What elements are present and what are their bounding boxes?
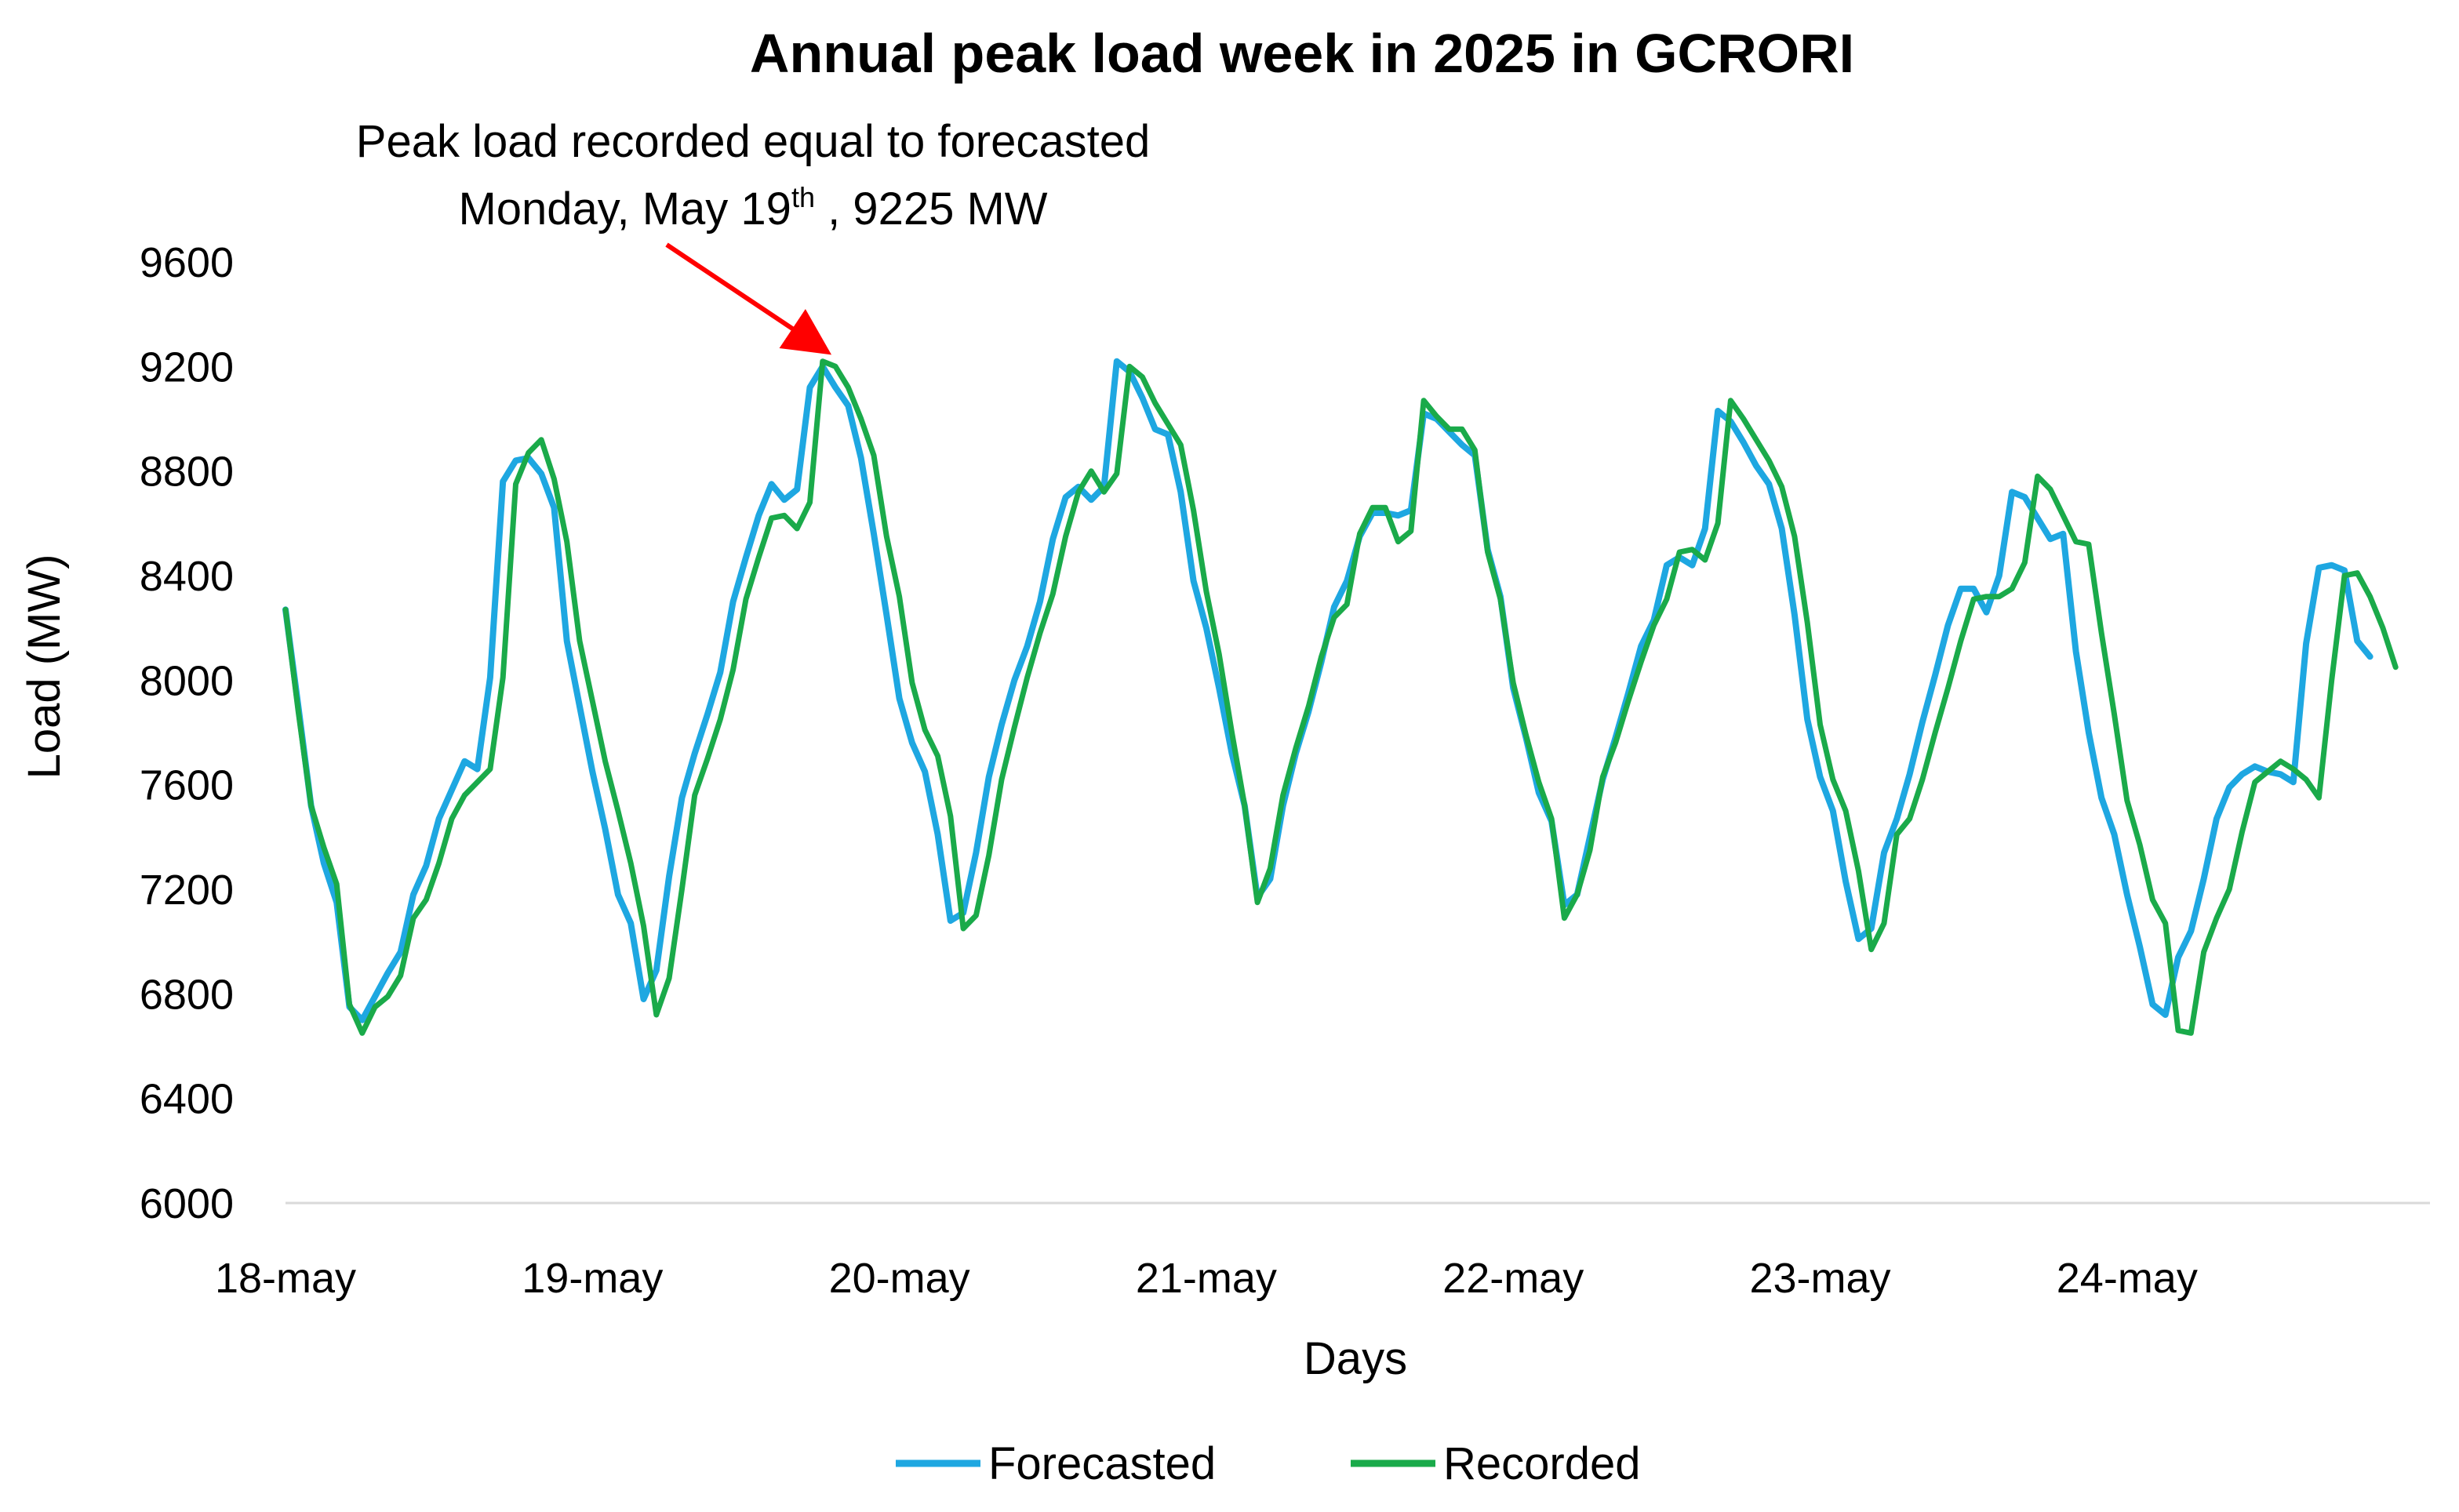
y-tick-label: 7200 bbox=[140, 867, 234, 914]
y-tick-label: 8800 bbox=[140, 449, 234, 496]
y-tick-label: 8400 bbox=[140, 553, 234, 600]
x-tick-label: 18-may bbox=[215, 1255, 356, 1302]
x-tick-label: 22-may bbox=[1442, 1255, 1584, 1302]
annotation-superscript: th bbox=[791, 181, 815, 213]
chart-title: Annual peak load week in 2025 in GCRORI bbox=[750, 23, 1854, 84]
y-axis-ticks: 9600 9200 8800 8400 8000 7600 7200 6800 6400 6000 bbox=[140, 239, 234, 1227]
legend-label-forecasted: Forecasted bbox=[988, 1438, 1216, 1489]
x-tick-label: 19-may bbox=[522, 1255, 663, 1302]
peak-annotation: Peak load recorded equal to forecasted M… bbox=[356, 116, 1150, 355]
legend-label-recorded: Recorded bbox=[1443, 1438, 1640, 1489]
series-line-forecasted bbox=[282, 358, 2374, 1023]
annotation-date: Monday, May 19 bbox=[458, 184, 791, 234]
y-tick-label: 9600 bbox=[140, 239, 234, 286]
y-tick-label: 8000 bbox=[140, 657, 234, 704]
annotation-line-2: Monday, May 19th , 9225 MW bbox=[458, 181, 1047, 234]
x-tick-label: 20-may bbox=[829, 1255, 970, 1302]
x-axis-ticks: 18-may 19-may 20-may 21-may 22-may 23-may 24-m… bbox=[215, 1255, 2198, 1302]
x-axis-label: Days bbox=[1304, 1333, 1407, 1384]
series-line-recorded bbox=[282, 358, 2399, 1036]
annotation-value: , 9225 MW bbox=[815, 184, 1048, 234]
x-tick-label: 24-may bbox=[2057, 1255, 2198, 1302]
y-tick-label: 7600 bbox=[140, 762, 234, 809]
annotation-arrow bbox=[665, 242, 832, 355]
y-tick-label: 6400 bbox=[140, 1076, 234, 1123]
plot-series bbox=[282, 358, 2399, 1036]
annotation-line-1: Peak load recorded equal to forecasted bbox=[356, 116, 1150, 167]
legend: Forecasted Recorded bbox=[896, 1438, 1640, 1489]
y-tick-label: 6800 bbox=[140, 971, 234, 1018]
x-tick-label: 23-may bbox=[1749, 1255, 1890, 1302]
y-axis-label: Load (MW) bbox=[19, 554, 70, 780]
y-tick-label: 6000 bbox=[140, 1180, 234, 1227]
x-tick-label: 21-may bbox=[1136, 1255, 1277, 1302]
y-tick-label: 9200 bbox=[140, 343, 234, 391]
